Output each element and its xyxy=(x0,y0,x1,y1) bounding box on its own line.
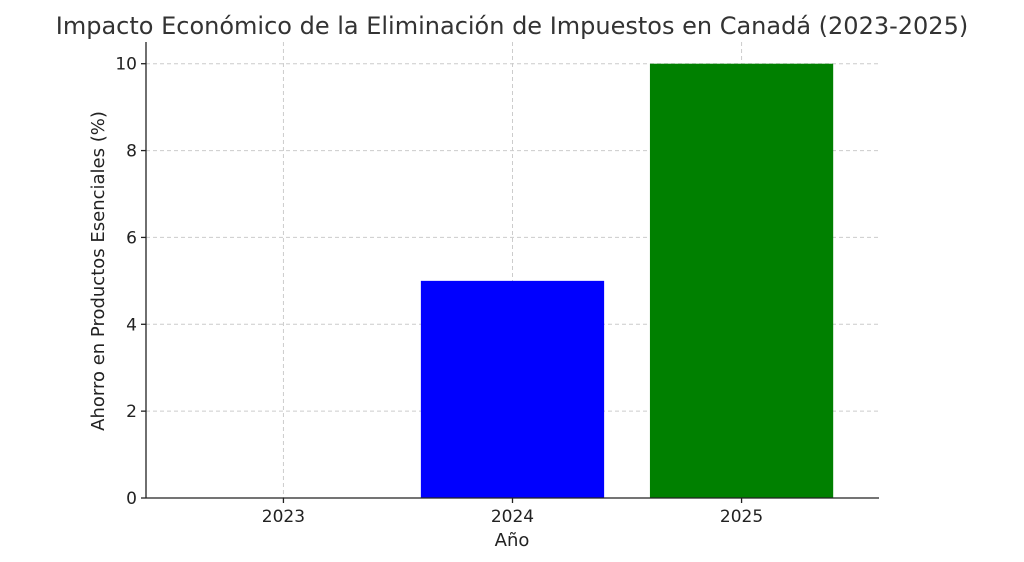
x-tick-label: 2024 xyxy=(491,507,534,527)
y-tick-label: 4 xyxy=(126,315,137,335)
bars xyxy=(420,63,834,498)
y-tick-label: 0 xyxy=(126,489,137,509)
y-tick-label: 10 xyxy=(115,55,137,75)
bar-2025 xyxy=(649,63,834,498)
x-tick-label: 2023 xyxy=(262,507,305,527)
y-tick-label: 2 xyxy=(126,402,137,422)
chart-title: Impacto Económico de la Eliminación de I… xyxy=(56,12,968,40)
bar-2024 xyxy=(420,280,605,498)
tick-labels: 0 2 4 6 8 10 2023 2024 2025 xyxy=(115,55,763,527)
y-axis-label: Ahorro en Productos Esenciales (%) xyxy=(88,111,109,431)
y-tick-label: 6 xyxy=(126,228,137,248)
x-tick-label: 2025 xyxy=(720,507,763,527)
x-axis-label: Año xyxy=(495,530,530,551)
y-tick-label: 8 xyxy=(126,142,137,162)
